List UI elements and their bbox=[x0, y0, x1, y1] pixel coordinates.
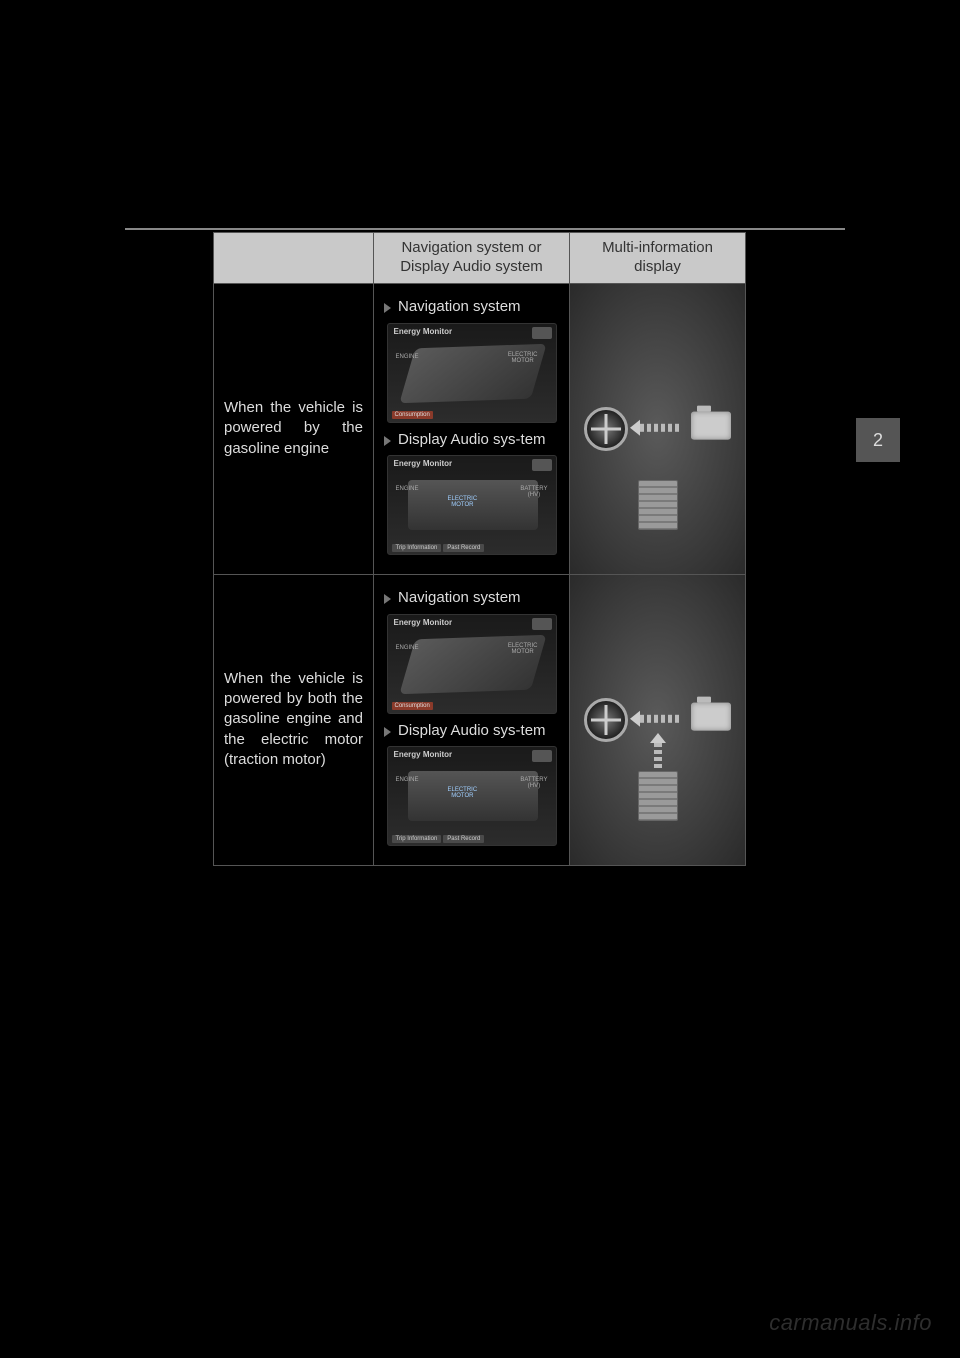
bullet-text: Display Audio sys-tem bbox=[398, 722, 559, 741]
engine-label: ENGINE bbox=[396, 354, 419, 360]
consumption-button: Consumption bbox=[392, 702, 433, 710]
table-row: When the vehicle is powered by both the … bbox=[214, 574, 746, 865]
back-icon bbox=[532, 459, 552, 471]
battery-icon bbox=[638, 480, 678, 530]
engine-icon bbox=[691, 411, 731, 439]
row-label: When the vehicle is powered by the gasol… bbox=[214, 283, 374, 574]
flow-arrow-vertical bbox=[653, 735, 663, 769]
engine-label: ENGINE bbox=[396, 486, 419, 492]
consumption-button: Consumption bbox=[392, 411, 433, 419]
energy-monitor-table: Navigation system or Display Audio syste… bbox=[213, 232, 745, 866]
back-icon bbox=[532, 618, 552, 630]
nav-title: Energy Monitor bbox=[394, 327, 453, 336]
section-tab: 2 bbox=[856, 418, 900, 462]
tab-past: Past Record bbox=[443, 544, 484, 552]
back-icon bbox=[532, 750, 552, 762]
bullet-icon bbox=[384, 303, 391, 313]
row-label: When the vehicle is powered by both the … bbox=[214, 574, 374, 865]
row-screens: Navigation system Energy Monitor ENGINE … bbox=[374, 574, 570, 865]
audio-title: Energy Monitor bbox=[394, 459, 453, 468]
mid-diagram bbox=[570, 284, 745, 574]
watermark: carmanuals.info bbox=[769, 1310, 932, 1336]
audio-screen: Energy Monitor ENGINE ELECTRIC MOTOR BAT… bbox=[387, 746, 557, 846]
header-col1 bbox=[214, 233, 374, 284]
motor-label: ELECTRIC MOTOR bbox=[508, 643, 538, 655]
flow-arrow-horizontal bbox=[632, 713, 687, 723]
tab-trip: Trip Information bbox=[392, 544, 442, 552]
tab-trip: Trip Information bbox=[392, 835, 442, 843]
header-col2: Navigation system or Display Audio syste… bbox=[374, 233, 570, 284]
bullet-text: Navigation system bbox=[398, 298, 559, 317]
mid-diagram bbox=[570, 575, 745, 865]
bullet-text: Display Audio sys-tem bbox=[398, 431, 559, 450]
motor-label: ELECTRIC MOTOR bbox=[448, 787, 478, 799]
flow-arrow-horizontal bbox=[632, 422, 687, 432]
bullet-icon bbox=[384, 594, 391, 604]
battery-label: BATTERY (HV) bbox=[520, 777, 547, 789]
wheel-icon bbox=[584, 698, 628, 742]
bullet-icon bbox=[384, 727, 391, 737]
audio-screen: Energy Monitor ENGINE ELECTRIC MOTOR BAT… bbox=[387, 455, 557, 555]
nav-title: Energy Monitor bbox=[394, 618, 453, 627]
table-row: When the vehicle is powered by the gasol… bbox=[214, 283, 746, 574]
battery-label: BATTERY (HV) bbox=[520, 486, 547, 498]
engine-icon bbox=[691, 702, 731, 730]
bullet-text: Navigation system bbox=[398, 589, 559, 608]
header-col3: Multi-information display bbox=[570, 233, 746, 284]
engine-label: ENGINE bbox=[396, 777, 419, 783]
motor-label: ELECTRIC MOTOR bbox=[508, 352, 538, 364]
nav-screen: Energy Monitor ENGINE ELECTRIC MOTOR Con… bbox=[387, 323, 557, 423]
row-diagram-cell bbox=[570, 283, 746, 574]
bullet-icon bbox=[384, 436, 391, 446]
page-rule bbox=[125, 228, 845, 230]
battery-icon bbox=[638, 771, 678, 821]
audio-title: Energy Monitor bbox=[394, 750, 453, 759]
nav-screen: Energy Monitor ENGINE ELECTRIC MOTOR Con… bbox=[387, 614, 557, 714]
tab-past: Past Record bbox=[443, 835, 484, 843]
row-diagram-cell bbox=[570, 574, 746, 865]
wheel-icon bbox=[584, 407, 628, 451]
row-screens: Navigation system Energy Monitor ENGINE … bbox=[374, 283, 570, 574]
back-icon bbox=[532, 327, 552, 339]
engine-label: ENGINE bbox=[396, 645, 419, 651]
motor-label: ELECTRIC MOTOR bbox=[448, 496, 478, 508]
